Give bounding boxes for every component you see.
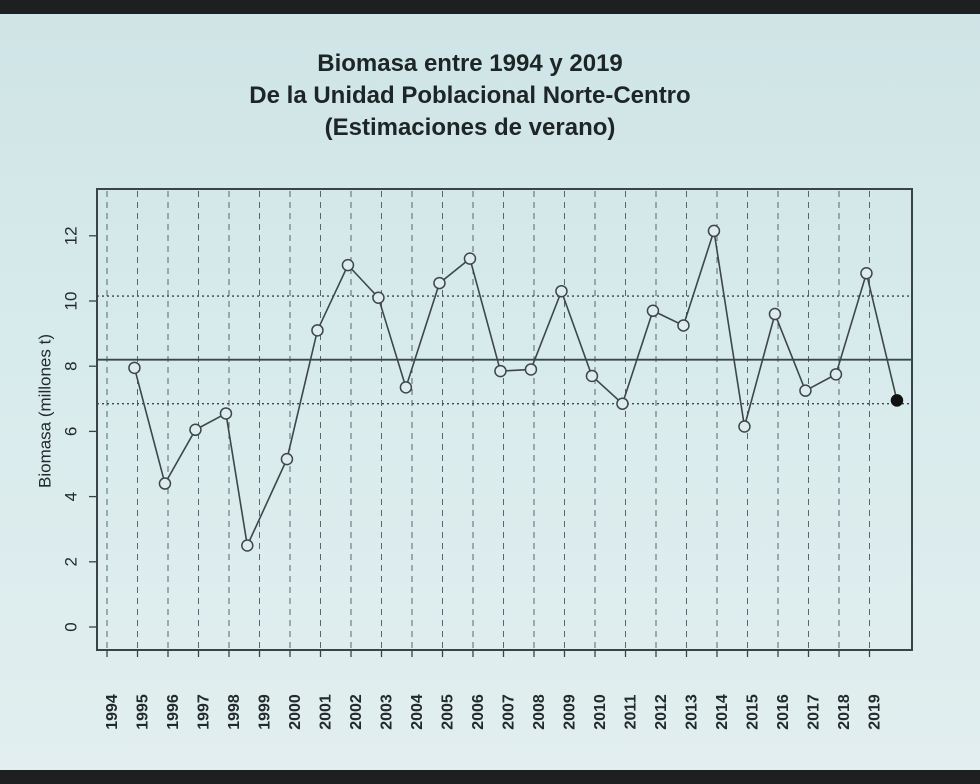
- plot-frame: [96, 188, 913, 651]
- chart-title-line-1: Biomasa entre 1994 y 2019: [317, 50, 623, 77]
- data-point: [158, 477, 172, 490]
- y-tick-label: 6: [61, 427, 80, 436]
- data-point: [311, 324, 324, 337]
- x-tick-label: 2003: [379, 694, 396, 730]
- y-tick-label: 0: [61, 622, 80, 631]
- x-tick-label: 1997: [196, 694, 213, 730]
- x-tick-label: 2007: [501, 694, 518, 730]
- y-tick-label: 8: [61, 361, 80, 370]
- data-point: [768, 307, 782, 321]
- x-tick-label: 2006: [470, 694, 487, 730]
- data-point: [707, 224, 721, 238]
- x-tick-label: 1996: [165, 694, 182, 730]
- x-tick-label: 2000: [287, 694, 304, 730]
- x-tick-label: 2011: [623, 695, 640, 730]
- data-point: [399, 381, 413, 394]
- y-tick-label: 12: [61, 226, 80, 245]
- x-tick-label: 1995: [135, 694, 152, 730]
- x-tick-label: 2005: [440, 694, 457, 730]
- data-point: [433, 276, 446, 290]
- data-point: [738, 420, 751, 433]
- x-tick-label: 2002: [348, 694, 365, 730]
- x-tick-label: 2001: [318, 694, 335, 730]
- data-point: [677, 319, 690, 332]
- x-tick-label: 2014: [714, 694, 731, 730]
- x-tick-label: 2010: [592, 694, 609, 730]
- projection-screen: [0, 14, 980, 770]
- x-tick-label: 1994: [104, 694, 121, 730]
- data-point: [463, 252, 477, 265]
- x-tick-label: 2019: [867, 694, 884, 730]
- data-point: [219, 407, 233, 420]
- x-tick-label: 1999: [257, 694, 274, 730]
- biomass-series-line: [133, 230, 898, 549]
- data-point: [799, 384, 812, 397]
- data-point-filled: [890, 394, 904, 407]
- y-tick-label: 4: [61, 492, 80, 501]
- data-point: [372, 291, 385, 304]
- x-tick-label: 2018: [836, 694, 853, 730]
- y-tick-label: 10: [61, 292, 80, 311]
- x-tick-label: 2016: [775, 694, 792, 730]
- x-tick-label: 2008: [531, 694, 548, 730]
- chart-title-line-3: (Estimaciones de verano): [324, 114, 616, 141]
- data-point: [585, 369, 599, 383]
- x-tick-label: 2009: [562, 694, 579, 730]
- data-point: [555, 284, 568, 298]
- data-point: [494, 364, 507, 378]
- x-tick-label: 2012: [653, 694, 670, 730]
- chart-title-line-2: De la Unidad Poblacional Norte-Centro: [249, 82, 691, 109]
- x-tick-label: 2015: [745, 694, 762, 730]
- x-tick-label: 2017: [806, 694, 823, 730]
- y-tick-label: 2: [61, 557, 80, 566]
- data-point: [341, 258, 355, 272]
- x-tick-label: 2013: [684, 694, 701, 730]
- y-axis-label: Biomasa (millones t): [35, 334, 54, 488]
- data-point: [241, 539, 254, 552]
- data-point: [280, 452, 294, 466]
- x-tick-label: 2004: [409, 694, 426, 730]
- data-point: [646, 304, 660, 318]
- x-tick-label: 1998: [226, 694, 243, 730]
- data-point: [128, 361, 141, 375]
- data-point: [189, 423, 202, 437]
- data-point: [524, 363, 538, 376]
- data-point: [860, 267, 873, 280]
- data-point: [616, 397, 629, 410]
- data-point: [829, 368, 843, 381]
